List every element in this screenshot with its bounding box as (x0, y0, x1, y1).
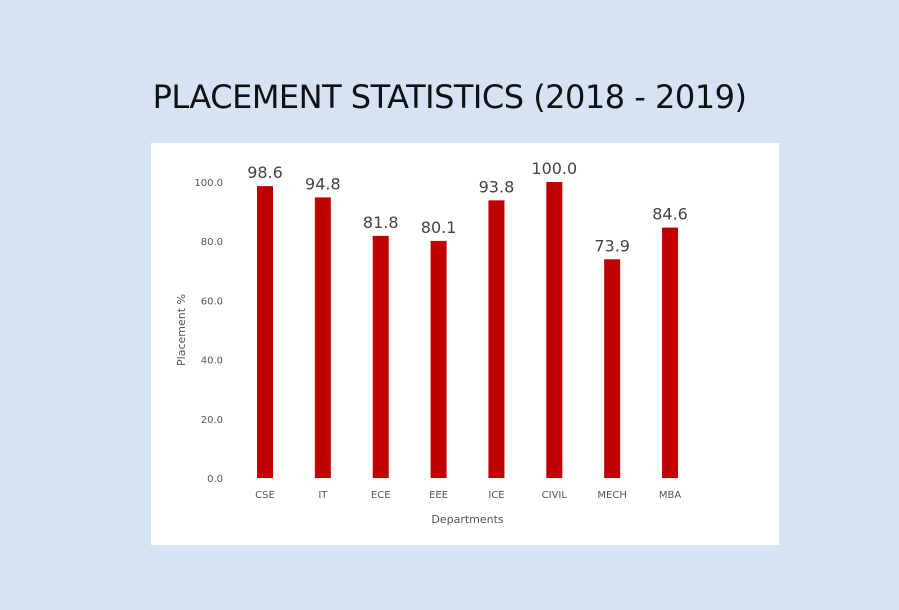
page-title: PLACEMENT STATISTICS (2018 - 2019) (152, 78, 747, 116)
y-tick-label: 100.0 (194, 178, 223, 189)
y-tick-label: 80.0 (201, 237, 223, 248)
bar-mech (604, 259, 621, 478)
x-tick-label-cse: CSE (255, 490, 275, 501)
y-tick-label: 60.0 (201, 296, 223, 307)
x-tick-label-ece: ECE (371, 490, 391, 501)
data-label-mba: 84.6 (652, 205, 688, 224)
bar-civil (546, 182, 563, 478)
data-label-mech: 73.9 (594, 236, 630, 255)
data-labels: 98.6 94.8 81.8 80.1 93.8 100.0 73.9 84.6 (247, 159, 688, 255)
bar-ece (372, 235, 389, 478)
x-axis-title: Departments (431, 513, 504, 526)
bar-ice (488, 200, 505, 479)
data-label-it: 94.8 (305, 174, 341, 193)
y-axis-title: Placement % (175, 294, 188, 366)
x-tick-label-it: IT (318, 490, 328, 501)
x-tick-label-mech: MECH (597, 490, 626, 501)
x-tick-label-civil: CIVIL (542, 490, 568, 501)
y-axis-ticks: 0.0 20.0 40.0 60.0 80.0 100.0 (194, 178, 223, 485)
y-tick-label: 20.0 (201, 415, 223, 426)
data-label-ece: 81.8 (363, 213, 399, 232)
y-tick-label: 0.0 (207, 474, 223, 485)
data-label-civil: 100.0 (531, 159, 577, 178)
bar-eee (430, 240, 447, 478)
x-tick-label-mba: MBA (659, 490, 681, 501)
bars (257, 182, 679, 479)
data-label-cse: 98.6 (247, 163, 283, 182)
x-tick-label-ice: ICE (488, 490, 504, 501)
data-label-eee: 80.1 (421, 218, 457, 237)
bar-mba (662, 227, 679, 478)
x-axis-ticks: CSE IT ECE EEE ICE CIVIL MECH MBA (255, 490, 681, 501)
data-label-ice: 93.8 (479, 177, 515, 196)
x-tick-label-eee: EEE (429, 490, 448, 501)
bar-chart: 0.0 20.0 40.0 60.0 80.0 100.0 98.6 94.8 81.8 80.… (175, 159, 688, 526)
bar-cse (257, 186, 273, 479)
chart-card: 0.0 20.0 40.0 60.0 80.0 100.0 98.6 94.8 81.8 80.… (151, 143, 779, 545)
y-tick-label: 40.0 (201, 356, 223, 367)
bar-it (314, 197, 331, 478)
